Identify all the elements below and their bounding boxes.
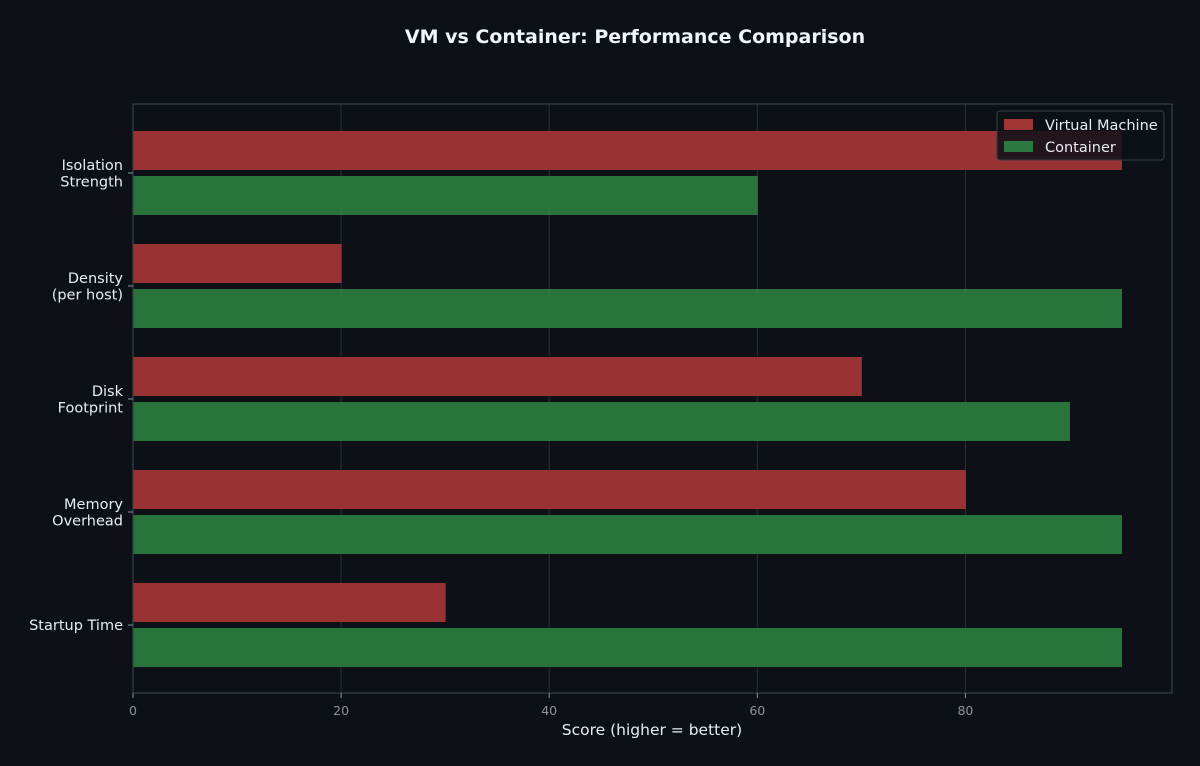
bars (133, 131, 1122, 667)
legend-box (996, 110, 1165, 161)
legend: Virtual Machine Container (996, 110, 1165, 161)
category-label: Startup Time (29, 618, 123, 634)
bar-container (133, 515, 1122, 554)
category-label: Isolation Strength (60, 158, 123, 191)
x-tick-label: 80 (957, 703, 973, 718)
category-label: Memory Overhead (52, 497, 123, 530)
x-tick-label: 40 (541, 703, 557, 718)
bar-virtual-machine (133, 583, 446, 622)
legend-label: Container (1045, 140, 1116, 156)
category-label: Disk Footprint (58, 384, 124, 417)
chart-title: VM vs Container: Performance Comparison (405, 26, 865, 48)
category-label: Density (per host) (52, 271, 124, 304)
bar-virtual-machine (133, 357, 862, 396)
legend-label: Virtual Machine (1045, 118, 1158, 134)
x-tick-label: 0 (129, 703, 137, 718)
bar-container (133, 176, 758, 215)
bar-virtual-machine (133, 470, 966, 509)
bar-virtual-machine (133, 244, 342, 283)
bar-container (133, 402, 1070, 441)
category-labels: Isolation Strength Density (per host) Disk Fo… (29, 158, 124, 634)
x-axis-label: Score (higher = better) (562, 721, 742, 739)
bar-container (133, 289, 1122, 328)
x-tick-label: 60 (749, 703, 765, 718)
axis-ticks: 0 20 40 60 80 (128, 172, 973, 718)
x-tick-label: 20 (333, 703, 349, 718)
legend-swatch (1004, 141, 1033, 152)
bar-virtual-machine (133, 131, 1122, 170)
bar-container (133, 628, 1122, 667)
legend-swatch (1004, 119, 1033, 130)
